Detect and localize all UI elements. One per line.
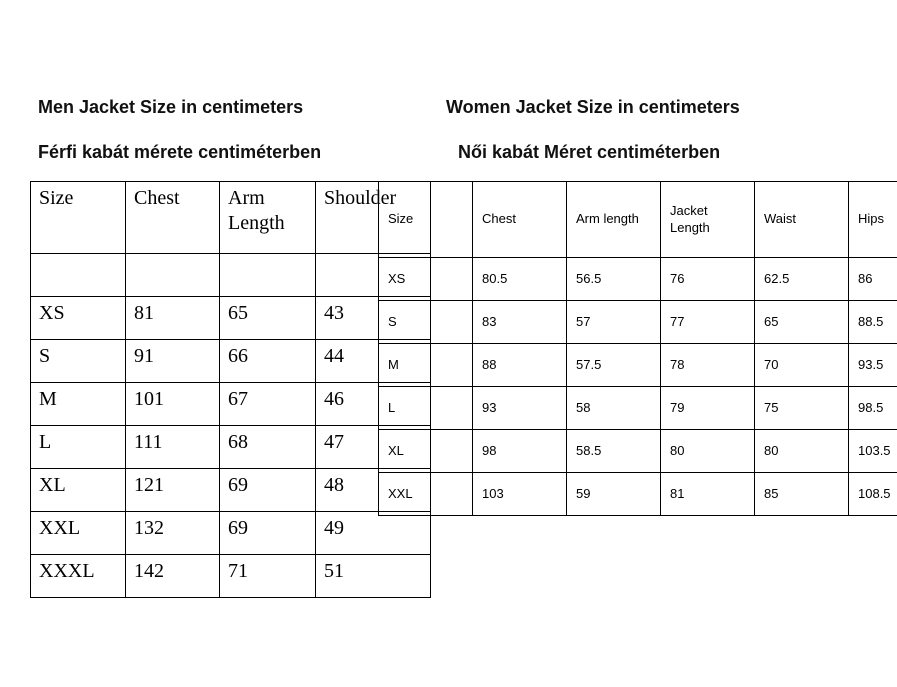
table-row: M 88 57.5 78 70 93.5	[378, 343, 897, 387]
table-cell: 62.5	[754, 257, 849, 301]
table-cell: 91	[125, 339, 220, 383]
table-row: L 111 68 47	[30, 425, 431, 469]
table-cell: 88.5	[848, 300, 897, 344]
men-size-table-head: Size Chest Arm Length Shoulder	[30, 181, 431, 254]
table-header-cell: Hips	[848, 181, 897, 258]
table-cell: 80	[660, 429, 755, 473]
table-header-row: Size Chest Arm Length Shoulder	[30, 181, 431, 254]
men-size-table: Size Chest Arm Length Shoulder XS 81 65 43 S 91 6…	[30, 181, 431, 598]
table-header-cell: Waist	[754, 181, 849, 258]
table-cell: 70	[754, 343, 849, 387]
table-cell: 77	[660, 300, 755, 344]
table-cell	[219, 253, 316, 297]
table-cell: 57.5	[566, 343, 661, 387]
table-cell: 67	[219, 382, 316, 426]
table-cell: XS	[378, 257, 473, 301]
table-row: L 93 58 79 75 98.5	[378, 386, 897, 430]
women-section-title-en: Women Jacket Size in centimeters	[446, 97, 740, 117]
table-cell: 56.5	[566, 257, 661, 301]
table-cell: XL	[378, 429, 473, 473]
table-cell: XXXL	[30, 554, 126, 598]
table-cell: 58	[566, 386, 661, 430]
women-section-title-hu: Női kabát Méret centiméterben	[458, 142, 721, 162]
table-cell: 93	[472, 386, 567, 430]
table-cell: 69	[219, 468, 316, 512]
table-header-cell: Size	[378, 181, 473, 258]
table-row: M 101 67 46	[30, 382, 431, 426]
table-cell: XXL	[378, 472, 473, 516]
table-cell: 65	[754, 300, 849, 344]
table-cell: 65	[219, 296, 316, 340]
table-cell: 132	[125, 511, 220, 555]
women-size-table-head: Size Chest Arm length Jacket Length Waist Hip…	[378, 181, 897, 258]
table-cell: 83	[472, 300, 567, 344]
table-cell: 101	[125, 382, 220, 426]
table-header-cell: Size	[30, 181, 126, 254]
table-row: XL 98 58.5 80 80 103.5	[378, 429, 897, 473]
men-size-table-body: XS 81 65 43 S 91 66 44 M 101 67 46 L 111 68 47 XL 121 69 48…	[30, 253, 431, 598]
table-cell: 103	[472, 472, 567, 516]
table-cell: 80.5	[472, 257, 567, 301]
table-cell: 66	[219, 339, 316, 383]
table-cell: 111	[125, 425, 220, 469]
table-cell: 80	[754, 429, 849, 473]
table-cell: 49	[315, 511, 431, 555]
table-header-cell: Arm length	[566, 181, 661, 258]
table-cell: 79	[660, 386, 755, 430]
table-cell: 81	[660, 472, 755, 516]
table-cell: 103.5	[848, 429, 897, 473]
table-header-cell: Chest	[125, 181, 220, 254]
table-cell: 59	[566, 472, 661, 516]
table-row: XL 121 69 48	[30, 468, 431, 512]
table-cell: XS	[30, 296, 126, 340]
table-row: XXL 132 69 49	[30, 511, 431, 555]
table-row: S 91 66 44	[30, 339, 431, 383]
table-cell: 98	[472, 429, 567, 473]
table-cell: 69	[219, 511, 316, 555]
table-cell: 86	[848, 257, 897, 301]
table-cell: 85	[754, 472, 849, 516]
table-cell: 57	[566, 300, 661, 344]
table-cell	[30, 253, 126, 297]
table-cell: 75	[754, 386, 849, 430]
table-cell: 108.5	[848, 472, 897, 516]
table-cell: S	[378, 300, 473, 344]
table-row: XS 80.5 56.5 76 62.5 86	[378, 257, 897, 301]
table-header-cell: Chest	[472, 181, 567, 258]
table-cell: 78	[660, 343, 755, 387]
table-cell: 81	[125, 296, 220, 340]
table-cell: XL	[30, 468, 126, 512]
table-row: XXXL 142 71 51	[30, 554, 431, 598]
table-header-cell: Arm Length	[219, 181, 316, 254]
table-cell	[125, 253, 220, 297]
table-cell: S	[30, 339, 126, 383]
table-cell: 93.5	[848, 343, 897, 387]
table-cell: 98.5	[848, 386, 897, 430]
table-cell: XXL	[30, 511, 126, 555]
table-cell: M	[30, 382, 126, 426]
table-cell: 71	[219, 554, 316, 598]
women-size-table: Size Chest Arm length Jacket Length Waist Hip…	[378, 181, 897, 516]
table-row: XXL 103 59 81 85 108.5	[378, 472, 897, 516]
table-cell: L	[30, 425, 126, 469]
table-row	[30, 253, 431, 297]
men-section-title-en: Men Jacket Size in centimeters	[38, 97, 304, 117]
table-cell: 68	[219, 425, 316, 469]
table-cell: 76	[660, 257, 755, 301]
table-row: XS 81 65 43	[30, 296, 431, 340]
women-size-table-body: XS 80.5 56.5 76 62.5 86 S 83 57 77 65 88.5 M 88 57.5 78…	[378, 257, 897, 516]
table-cell: M	[378, 343, 473, 387]
table-row: S 83 57 77 65 88.5	[378, 300, 897, 344]
table-cell: 88	[472, 343, 567, 387]
table-cell: 142	[125, 554, 220, 598]
table-cell: L	[378, 386, 473, 430]
table-header-row: Size Chest Arm length Jacket Length Waist Hip…	[378, 181, 897, 258]
table-cell: 58.5	[566, 429, 661, 473]
men-section-title-hu: Férfi kabát mérete centiméterben	[38, 142, 322, 162]
table-cell: 121	[125, 468, 220, 512]
table-cell: 51	[315, 554, 431, 598]
table-header-cell: Jacket Length	[660, 181, 755, 258]
